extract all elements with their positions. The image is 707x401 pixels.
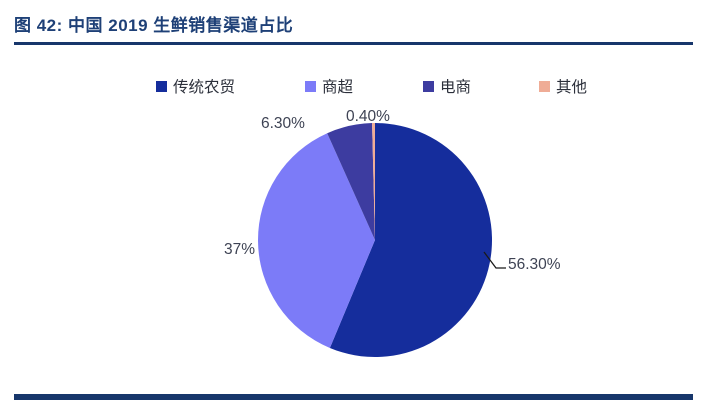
legend-label-traditional-market: 传统农贸 [173,79,236,96]
legend-item-other: 其他 [539,78,588,96]
pie-slice-传统农贸 [329,122,493,357]
pie-label-other: 0.40% [346,108,390,125]
legend-swatch-supermarket [305,80,316,92]
pie-slices [258,122,493,357]
legend-swatch-ecommerce [423,80,434,92]
pie-label-supermarket: 37% [224,241,256,258]
pie-slice-其他 [372,123,375,240]
pie-slice-电商 [327,123,375,240]
legend-item-supermarket: 商超 [305,78,354,96]
legend-swatch-other [539,80,550,92]
legend-label-ecommerce: 电商 [440,79,472,96]
pie-label-traditional-market: 56.30% [508,256,561,273]
legend-label-supermarket: 商超 [322,79,354,96]
legend-item-traditional-market: 传统农贸 [156,78,236,96]
pie-label-ecommerce: 6.30% [261,115,305,132]
title-underline [14,42,693,45]
legend-label-other: 其他 [556,79,588,96]
figure-title: 图 42: 中国 2019 生鲜销售渠道占比 [14,16,294,35]
bottom-bar [14,394,693,400]
leader-line-traditional-market [483,251,506,269]
legend-swatch-traditional-market [156,80,167,92]
pie-slice-商超 [258,133,375,348]
legend-item-ecommerce: 电商 [423,78,472,96]
